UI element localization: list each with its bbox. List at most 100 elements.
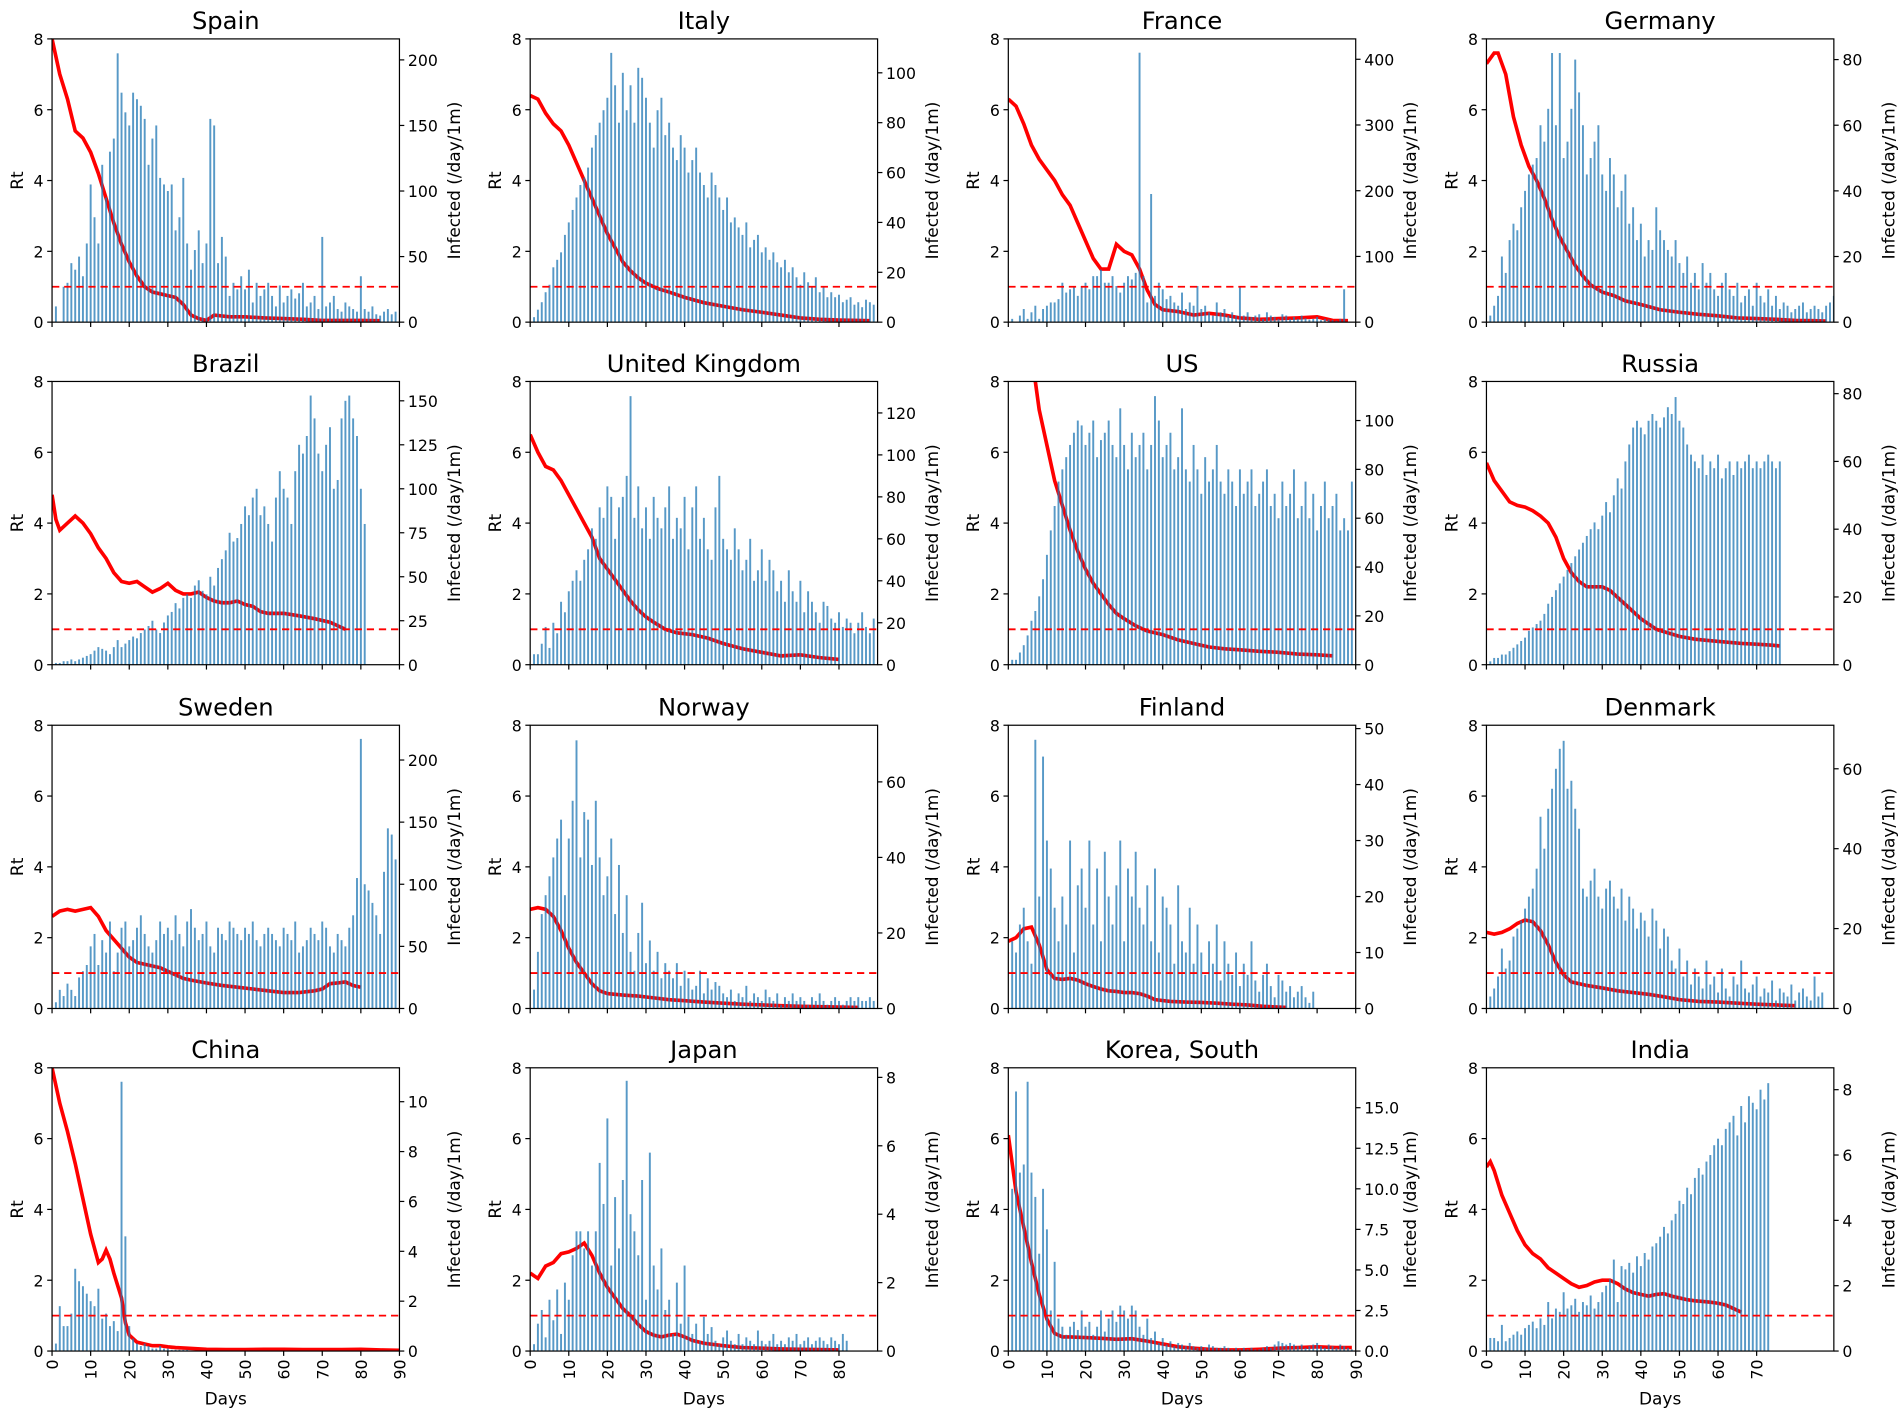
bar [695, 486, 698, 665]
bar [552, 857, 555, 1009]
bar [228, 921, 231, 1009]
bar [1755, 461, 1758, 665]
bar [714, 982, 717, 1009]
bar [1578, 549, 1581, 665]
bar [147, 164, 150, 323]
y2-tick-label: 40 [1842, 840, 1862, 859]
bar [648, 1152, 651, 1352]
y2-tick-label: 6 [886, 1137, 896, 1156]
y-tick-label: 0 [1468, 1000, 1478, 1019]
x-tick-label: 70 [791, 1360, 810, 1380]
y-tick-label: 2 [1468, 1271, 1478, 1290]
bar [1551, 596, 1554, 665]
bar [664, 1309, 667, 1352]
x-tick-label: 20 [598, 1360, 617, 1380]
bar [66, 282, 69, 323]
bar [533, 317, 536, 323]
bar [363, 309, 366, 323]
y2-tick-label: 0 [886, 656, 896, 675]
bar [170, 940, 173, 1009]
bar [1497, 657, 1499, 665]
bar [224, 256, 227, 323]
bar [1693, 968, 1696, 1009]
bar [614, 85, 617, 323]
bar [768, 559, 771, 665]
bar [1732, 1115, 1735, 1352]
y2-tick-label: 50 [408, 568, 428, 587]
bar [1339, 1344, 1342, 1352]
y-axis-label: Rt [1441, 1200, 1461, 1219]
bar [768, 997, 771, 1009]
bar [301, 282, 304, 323]
bar [737, 549, 740, 665]
bar [1632, 1272, 1635, 1352]
bar [1585, 174, 1588, 323]
y-tick-label: 8 [34, 30, 44, 49]
bar [1034, 739, 1037, 1009]
bar [1562, 158, 1565, 323]
bar [753, 1344, 756, 1352]
bar [97, 243, 100, 323]
bar [679, 985, 682, 1009]
bar [710, 172, 713, 323]
bar [853, 1000, 856, 1009]
bar [753, 580, 756, 665]
bar [1497, 295, 1499, 323]
x-tick-label: 70 [1748, 1360, 1767, 1380]
bar [587, 167, 590, 323]
bar [1049, 302, 1052, 323]
bar [1589, 529, 1592, 665]
bar [1084, 282, 1087, 323]
bar [637, 67, 640, 323]
bar [1227, 963, 1230, 1009]
bar [128, 946, 131, 1009]
bar [544, 895, 547, 1009]
bar [787, 1337, 790, 1352]
bar [1724, 1128, 1727, 1352]
bar [814, 1340, 817, 1352]
y-tick-label: 8 [1468, 373, 1478, 392]
y2-tick-label: 0 [408, 656, 418, 675]
y2-tick-label: 20 [1364, 607, 1384, 626]
bar [1123, 444, 1126, 665]
bar [1605, 502, 1608, 665]
bar [826, 1344, 829, 1352]
bar [1262, 974, 1265, 1009]
bar [571, 580, 574, 665]
x-tick-label: 0 [999, 1360, 1018, 1370]
y2-tick-label: 50 [1364, 720, 1384, 739]
bar [1593, 868, 1596, 1009]
bar [298, 952, 301, 1009]
bar [1192, 444, 1195, 665]
bar [1285, 315, 1288, 323]
bar [672, 1333, 674, 1352]
bar [625, 1080, 628, 1352]
bar [841, 626, 844, 665]
bar [726, 997, 729, 1009]
bar [197, 580, 200, 665]
bar [726, 549, 729, 665]
bar [228, 295, 231, 323]
bar [259, 946, 262, 1009]
bar [112, 138, 115, 323]
bar [97, 647, 100, 665]
bar [590, 528, 593, 665]
bar [159, 921, 162, 1009]
bar [101, 648, 104, 665]
bar [1589, 1295, 1592, 1352]
bar [548, 284, 551, 323]
bar [1778, 988, 1781, 1009]
bar [1794, 309, 1797, 323]
y2-tick-label: 2 [1842, 1277, 1852, 1296]
bar [556, 1289, 559, 1352]
bar [803, 272, 806, 323]
bar [1250, 941, 1253, 1009]
bar [1674, 1213, 1677, 1352]
y-tick-label: 6 [1468, 787, 1478, 806]
bar [1069, 1326, 1072, 1352]
bar [1774, 468, 1777, 665]
bar [1320, 505, 1322, 665]
bar [332, 488, 335, 665]
bar [598, 857, 601, 1009]
